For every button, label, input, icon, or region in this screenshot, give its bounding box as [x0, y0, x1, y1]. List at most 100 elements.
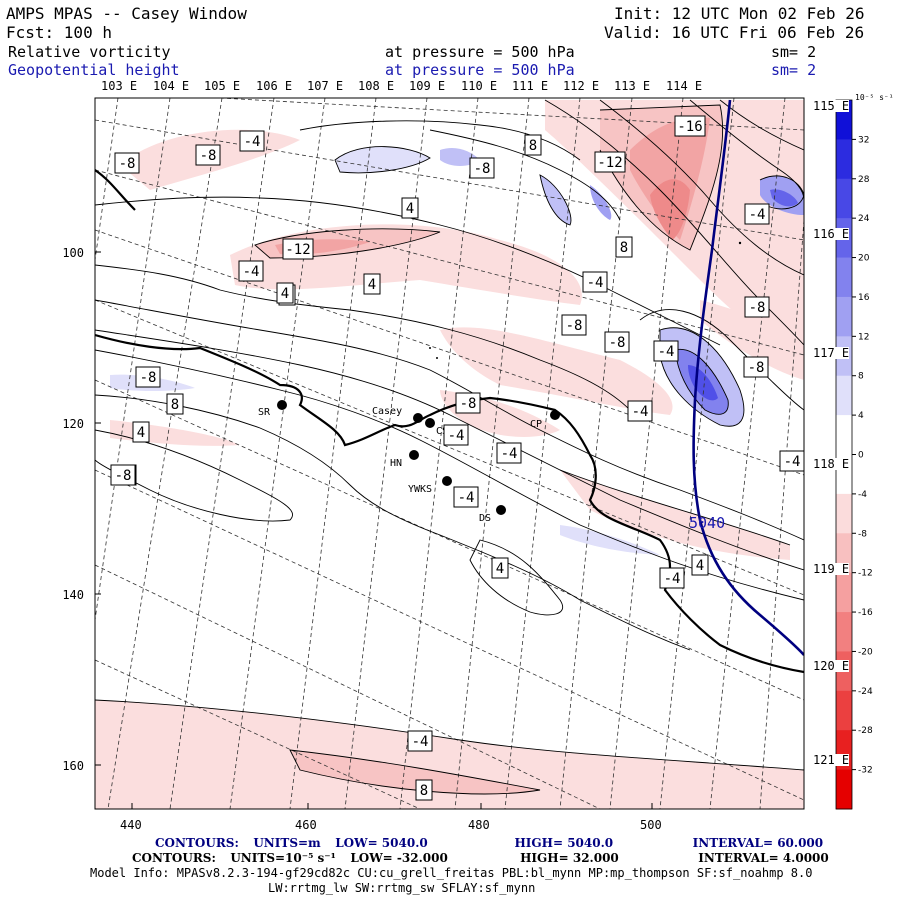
x-axis-label: 460 — [295, 818, 317, 832]
contour-label-box — [653, 340, 679, 362]
colorbar-unit: 10⁻⁵ s⁻¹ — [855, 93, 894, 102]
contour-label-box — [659, 567, 685, 589]
lon-label-top: 108 E — [358, 79, 395, 93]
data-mark — [738, 241, 742, 245]
station-marker[interactable] — [425, 418, 435, 428]
contour-label-box — [524, 134, 542, 156]
colorbar-swatch — [836, 493, 852, 534]
footer-contours-height: CONTOURS: UNITS=m LOW= 5040.0 HIGH= 5040… — [155, 836, 823, 850]
footer-c1-units: UNITS=m — [253, 836, 321, 850]
lon-label-top: 104 E — [153, 79, 190, 93]
station-label: DS — [479, 513, 491, 524]
contour-label: -8 — [119, 156, 136, 172]
colorbar-tick-label: -4 — [858, 490, 867, 500]
contour-label: 8 — [620, 240, 628, 256]
graticule — [95, 98, 804, 809]
contour-label: 8 — [171, 397, 179, 413]
station-marker[interactable] — [277, 400, 287, 410]
contour-label: -4 — [243, 264, 260, 280]
colorbar-tick-label: 12 — [858, 332, 869, 342]
footer-model-info-2: LW:rrtmg_lw SW:rrtmg_sw SFLAY:sf_mynn — [268, 881, 536, 895]
lon-label-right: 120 E — [813, 659, 850, 673]
contour-label-box — [455, 392, 481, 414]
contour-label-box — [674, 115, 706, 137]
stations: SR Casey CS HN YWKS DS CP — [258, 400, 560, 524]
contour-label-box — [132, 421, 150, 443]
lon-label-top: 110 E — [461, 79, 498, 93]
contour-label-box — [110, 464, 136, 486]
footer-c2-high: HIGH= 32.000 — [520, 851, 619, 865]
station-marker[interactable] — [550, 410, 560, 420]
contour-label-box — [491, 557, 509, 579]
contour-label-box — [166, 393, 184, 415]
colorbar-tick-label: 24 — [858, 214, 870, 224]
colorbar-swatch — [836, 178, 852, 219]
contour-label: 8 — [529, 138, 537, 154]
station-label: CS — [436, 426, 448, 437]
colorbar-swatch — [836, 257, 852, 298]
contour-label-box — [415, 779, 433, 801]
contour-label: -8 — [749, 300, 766, 316]
contour-label: -8 — [140, 370, 157, 386]
contour-label: -4 — [458, 490, 475, 506]
contour-label-box — [561, 314, 587, 336]
contour-label: -4 — [658, 344, 675, 360]
lon-label-top: 103 E — [101, 79, 138, 93]
field1-name: Relative vorticity — [8, 43, 171, 61]
station-label: SR — [258, 407, 271, 418]
contour-label: 8 — [420, 783, 428, 799]
contour-label: -4 — [244, 134, 261, 150]
contour-label-box — [195, 144, 221, 166]
field2-smoothing: sm= 2 — [771, 61, 817, 79]
colorbar-swatch — [836, 296, 852, 337]
station-marker[interactable] — [413, 413, 423, 423]
y-axis-label: 140 — [62, 588, 84, 602]
valid-time: Valid: 16 UTC Fri 06 Feb 26 — [604, 23, 865, 42]
data-mark — [436, 357, 438, 359]
contour-label-box — [744, 296, 770, 318]
x-axis-label: 440 — [120, 818, 142, 832]
field1-level: at pressure = 500 hPa — [385, 43, 575, 61]
contour-label-box — [594, 151, 626, 173]
contour-label-box — [496, 442, 522, 464]
axis-ticks — [95, 251, 653, 809]
contour-label: -8 — [200, 148, 217, 164]
contour-label: -4 — [784, 454, 801, 470]
colorbar-tick-label: -8 — [858, 529, 867, 539]
geopotential-height-contour — [692, 99, 804, 656]
contour-label: -4 — [749, 207, 766, 223]
field1-smoothing: sm= 2 — [771, 43, 817, 61]
colorbar-tick-label: 16 — [858, 293, 870, 303]
contour-label: -4 — [587, 275, 604, 291]
footer-c1-high: HIGH= 5040.0 — [514, 836, 614, 850]
contour-label-box — [627, 400, 653, 422]
colorbar-swatch — [836, 375, 852, 416]
station-marker[interactable] — [496, 505, 506, 515]
contour-label: -8 — [474, 161, 491, 177]
data-mark — [429, 347, 431, 349]
colorbar-tick-label: 0 — [858, 451, 864, 461]
lon-label-right: 119 E — [813, 562, 850, 576]
contour-label: -16 — [677, 119, 702, 135]
contour-labels: -8 -8 -4 -8 8 4 -12 -16 4 -4 -12 8 -4 -4 4 -8 -8 -4 -8 -8 -4… — [110, 115, 805, 801]
footer-c1-low: LOW= 5040.0 — [335, 836, 428, 850]
contour-label: -8 — [115, 468, 132, 484]
lon-label-right: 116 E — [813, 227, 850, 241]
colorbar-tick-label: 8 — [858, 372, 864, 382]
station-marker[interactable] — [409, 450, 419, 460]
field2-name: Geopotential height — [8, 61, 180, 79]
contour-label: 4 — [281, 286, 289, 302]
lon-label-top: 114 E — [666, 79, 703, 93]
contour-label-box — [238, 260, 264, 282]
contour-label: -4 — [501, 446, 518, 462]
station-label: CP — [530, 419, 542, 430]
colorbar-swatch — [836, 415, 852, 455]
contour-label: -4 — [448, 428, 465, 444]
contour-label-box — [239, 130, 265, 152]
lon-label-top: 107 E — [307, 79, 344, 93]
contour-label-box — [443, 424, 469, 446]
station-marker[interactable] — [442, 476, 452, 486]
colorbar-tick-label: 20 — [858, 254, 870, 264]
contour-label-box — [582, 271, 608, 293]
